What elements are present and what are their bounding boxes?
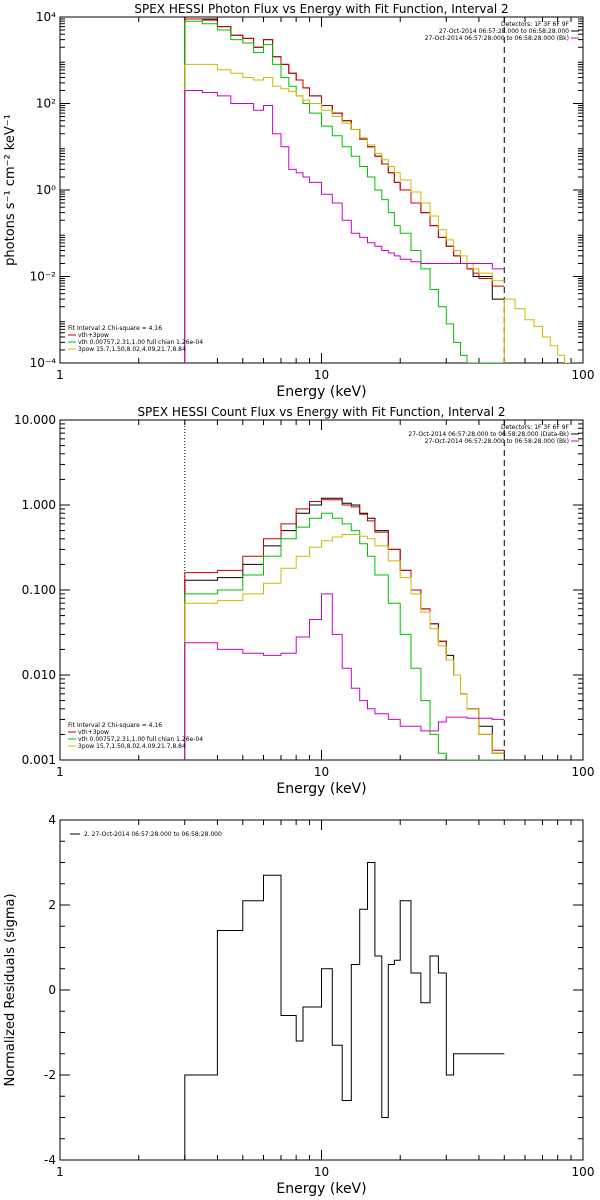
y-tick-label: 10⁴: [36, 10, 56, 24]
series-3pow: [184, 63, 505, 363]
series-residuals: [184, 862, 505, 1160]
x-tick-label: 100: [572, 368, 595, 382]
panel-1: [59, 16, 584, 364]
annotation-line: 27-Oct-2014 06:57:28.000 to 06:58:28.000: [439, 28, 569, 35]
x-tick-label: 10: [314, 1165, 329, 1179]
y-tick-label: 0.100: [22, 583, 56, 597]
x-tick-label: 1: [56, 368, 64, 382]
y-tick-label: 10⁻²: [30, 270, 57, 284]
y-axis-label: Normalized Residuals (sigma): [3, 893, 18, 1086]
chart-title: SPEX HESSI Count Flux vs Energy with Fit…: [137, 405, 505, 419]
y-tick-label: 10⁰: [36, 183, 56, 197]
x-tick-label: 100: [572, 1165, 595, 1179]
series-vth: [184, 20, 505, 363]
series-vth: [184, 512, 505, 760]
panel-2: [59, 419, 584, 761]
series-data: [184, 18, 505, 363]
series-Bk: [184, 90, 505, 363]
annotation-line: Detectors: 1F 3F 6F 9F: [501, 424, 570, 431]
fit-legend-entry: vth+3pow: [78, 332, 109, 339]
y-tick-label: -4: [44, 1153, 56, 1167]
y-tick-label: -2: [44, 1068, 56, 1082]
y-tick-label: 10⁻⁴: [30, 356, 57, 370]
y-tick-label: 1.000: [22, 498, 56, 512]
y-tick-label: 0.001: [22, 753, 56, 767]
x-tick-label: 1: [56, 765, 64, 779]
x-tick-label: 10: [314, 765, 329, 779]
y-tick-label: 4: [48, 813, 56, 827]
fit-legend-entry: 3pow 15.7,1.50,8.02,4.09,21.7,8.84: [78, 743, 186, 750]
fit-legend-entry: Fit Interval 2 Chi-square = 4.16: [68, 325, 162, 332]
x-tick-label: 1: [56, 1165, 64, 1179]
chart-title: SPEX HESSI Photon Flux vs Energy with Fi…: [134, 2, 508, 16]
series-data: [184, 497, 505, 760]
data-layer: [184, 862, 505, 1160]
fit-legend-entry: 3pow 15.7,1.50,8.02,4.09,21.7,8.84: [78, 346, 186, 353]
x-axis-label: Energy (keV): [276, 384, 366, 400]
y-tick-label: 0.010: [22, 668, 56, 682]
fit-legend-entry: Fit Interval 2 Chi-square = 4.16: [68, 722, 162, 729]
series-vth+3pow: [184, 499, 505, 760]
fit-legend-entry: vth 0.00757,2.31,1.00 full chian 1.26e-0…: [78, 339, 203, 346]
fit-legend-entry: vth+3pow: [78, 729, 109, 736]
x-axis-label: Energy (keV): [276, 1181, 366, 1197]
x-tick-label: 10: [314, 368, 329, 382]
data-layer: [184, 17, 571, 363]
fit-legend-entry: vth 0.00757,2.31,1.00 full chian 1.26e-0…: [78, 736, 203, 743]
panel-3: [59, 819, 584, 1161]
series-Bk: [184, 593, 505, 760]
y-tick-label: 0: [48, 983, 56, 997]
series-3pow: [184, 534, 505, 760]
x-axis-label: Energy (keV): [276, 781, 366, 797]
series-3pow-extension: [503, 298, 571, 363]
annotation-line: Detectors: 1F 3F 6F 9F: [501, 21, 570, 28]
annotation-line: 27-Oct-2014 06:57:28.000 to 06:58:28.000…: [408, 431, 569, 438]
annotation-line: 27-Oct-2014 06:57:28.000 to 06:58:28.000…: [425, 438, 569, 445]
y-tick-label: 2: [48, 898, 56, 912]
series-vth+3pow: [184, 18, 505, 363]
y-tick-label: 10.000: [14, 413, 56, 427]
data-layer: [184, 420, 505, 760]
y-axis-label: photons s⁻¹ cm⁻² keV⁻¹: [3, 114, 18, 266]
x-tick-label: 100: [572, 765, 595, 779]
y-tick-label: 10²: [36, 97, 56, 111]
annotation-line: 27-Oct-2014 06:57:28.000 to 06:58:28.000…: [425, 35, 569, 42]
residual-legend-label: 2. 27-Oct-2014 06:57:28.000 to 06:58:28.…: [84, 831, 222, 838]
